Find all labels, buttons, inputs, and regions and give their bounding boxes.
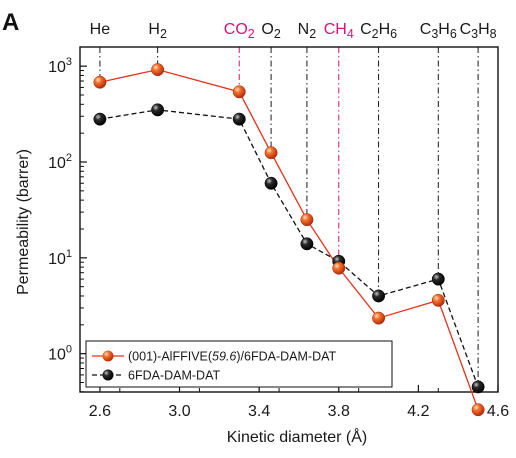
label-run: C xyxy=(420,21,432,38)
plot-frame xyxy=(80,47,498,392)
gas-label: CH4 xyxy=(324,21,354,41)
label-run: CO xyxy=(224,21,248,38)
data-point xyxy=(333,262,345,274)
data-point xyxy=(432,273,444,285)
data-point xyxy=(472,381,484,393)
y-tick-label: 103 xyxy=(48,56,72,76)
x-tick-label: 3.0 xyxy=(168,403,190,420)
y-tick-base: 10 xyxy=(48,59,66,76)
y-tick-exponent: 1 xyxy=(66,248,72,260)
data-point xyxy=(233,113,245,125)
label-run: 6FDA-DAM-DAT xyxy=(128,369,220,383)
label-run: H xyxy=(379,21,391,38)
x-tick-label: 2.6 xyxy=(89,403,111,420)
data-point xyxy=(472,404,484,416)
x-tick-label: 4.2 xyxy=(407,403,429,420)
y-tick-label: 101 xyxy=(48,248,72,268)
label-run: 2 xyxy=(309,27,316,41)
data-point xyxy=(94,113,106,125)
legend-marker xyxy=(103,370,114,381)
data-point xyxy=(233,86,245,98)
gas-label: He xyxy=(90,21,111,38)
x-tick-label: 4.6 xyxy=(487,403,509,420)
y-tick-exponent: 2 xyxy=(66,152,72,164)
label-run: 8 xyxy=(490,27,497,41)
label-run: CH xyxy=(324,21,347,38)
label-run: 59.6 xyxy=(212,350,236,364)
label-run: He xyxy=(90,21,111,38)
gas-label: C3H6 xyxy=(420,21,457,41)
legend-marker xyxy=(103,351,114,362)
panel-label: A xyxy=(2,9,19,36)
x-axis-title: Kinetic diameter (Å) xyxy=(227,427,368,446)
gas-labels: He H2 CO2 O2 N2 CH4 C2H6 C3H6 C3H8 xyxy=(90,21,497,41)
label-run: C xyxy=(360,21,372,38)
label-run: 3 xyxy=(471,27,478,41)
label-run: C xyxy=(460,21,472,38)
data-point xyxy=(301,238,313,250)
label-run: H xyxy=(148,21,160,38)
label-run: )/6FDA-DAM-DAT xyxy=(236,350,336,364)
legend-label: (001)-AlFFIVE(59.6)/6FDA-DAM-DAT xyxy=(128,350,337,364)
gas-label: N2 xyxy=(298,21,317,41)
gas-label: CO2 xyxy=(224,21,255,41)
label-run: H xyxy=(478,21,490,38)
y-tick-exponent: 0 xyxy=(66,344,72,356)
label-run: 6 xyxy=(450,27,457,41)
data-point xyxy=(151,104,163,116)
data-point xyxy=(265,147,277,159)
data-point xyxy=(301,213,313,225)
y-tick-label: 100 xyxy=(48,344,72,364)
x-axis-ticks: 2.6 3.0 3.4 3.8 4.2 4.6 xyxy=(89,385,509,420)
y-tick-base: 10 xyxy=(48,155,66,172)
x-tick-label: 3.4 xyxy=(248,403,270,420)
legend: (001)-AlFFIVE(59.6)/6FDA-DAM-DAT 6FDA-DAM… xyxy=(86,341,392,387)
label-run: 4 xyxy=(347,27,354,41)
data-point xyxy=(372,290,384,302)
legend-label: 6FDA-DAM-DAT xyxy=(128,369,220,383)
label-run: H xyxy=(438,21,450,38)
data-point xyxy=(151,63,163,75)
data-point xyxy=(372,312,384,324)
label-run: 2 xyxy=(248,27,255,41)
label-run: O xyxy=(261,21,273,38)
y-tick-label: 102 xyxy=(48,152,72,172)
label-run: 2 xyxy=(274,27,281,41)
label-run: 2 xyxy=(160,27,167,41)
x-tick-label: 3.8 xyxy=(328,403,350,420)
y-axis-title: Permeability (barrer) xyxy=(15,149,32,295)
label-run: 6 xyxy=(390,27,397,41)
gas-label: H2 xyxy=(148,21,167,41)
gas-label: C2H6 xyxy=(360,21,397,41)
y-tick-exponent: 3 xyxy=(66,56,72,68)
label-run: N xyxy=(298,21,310,38)
gas-label: O2 xyxy=(261,21,280,41)
data-point xyxy=(94,76,106,88)
data-point xyxy=(432,294,444,306)
gas-label: C3H8 xyxy=(460,21,497,41)
y-tick-base: 10 xyxy=(48,251,66,268)
data-point xyxy=(265,177,277,189)
gas-guide-lines xyxy=(100,47,478,391)
label-run: (001)-AlFFIVE( xyxy=(128,350,213,364)
y-tick-base: 10 xyxy=(48,347,66,364)
